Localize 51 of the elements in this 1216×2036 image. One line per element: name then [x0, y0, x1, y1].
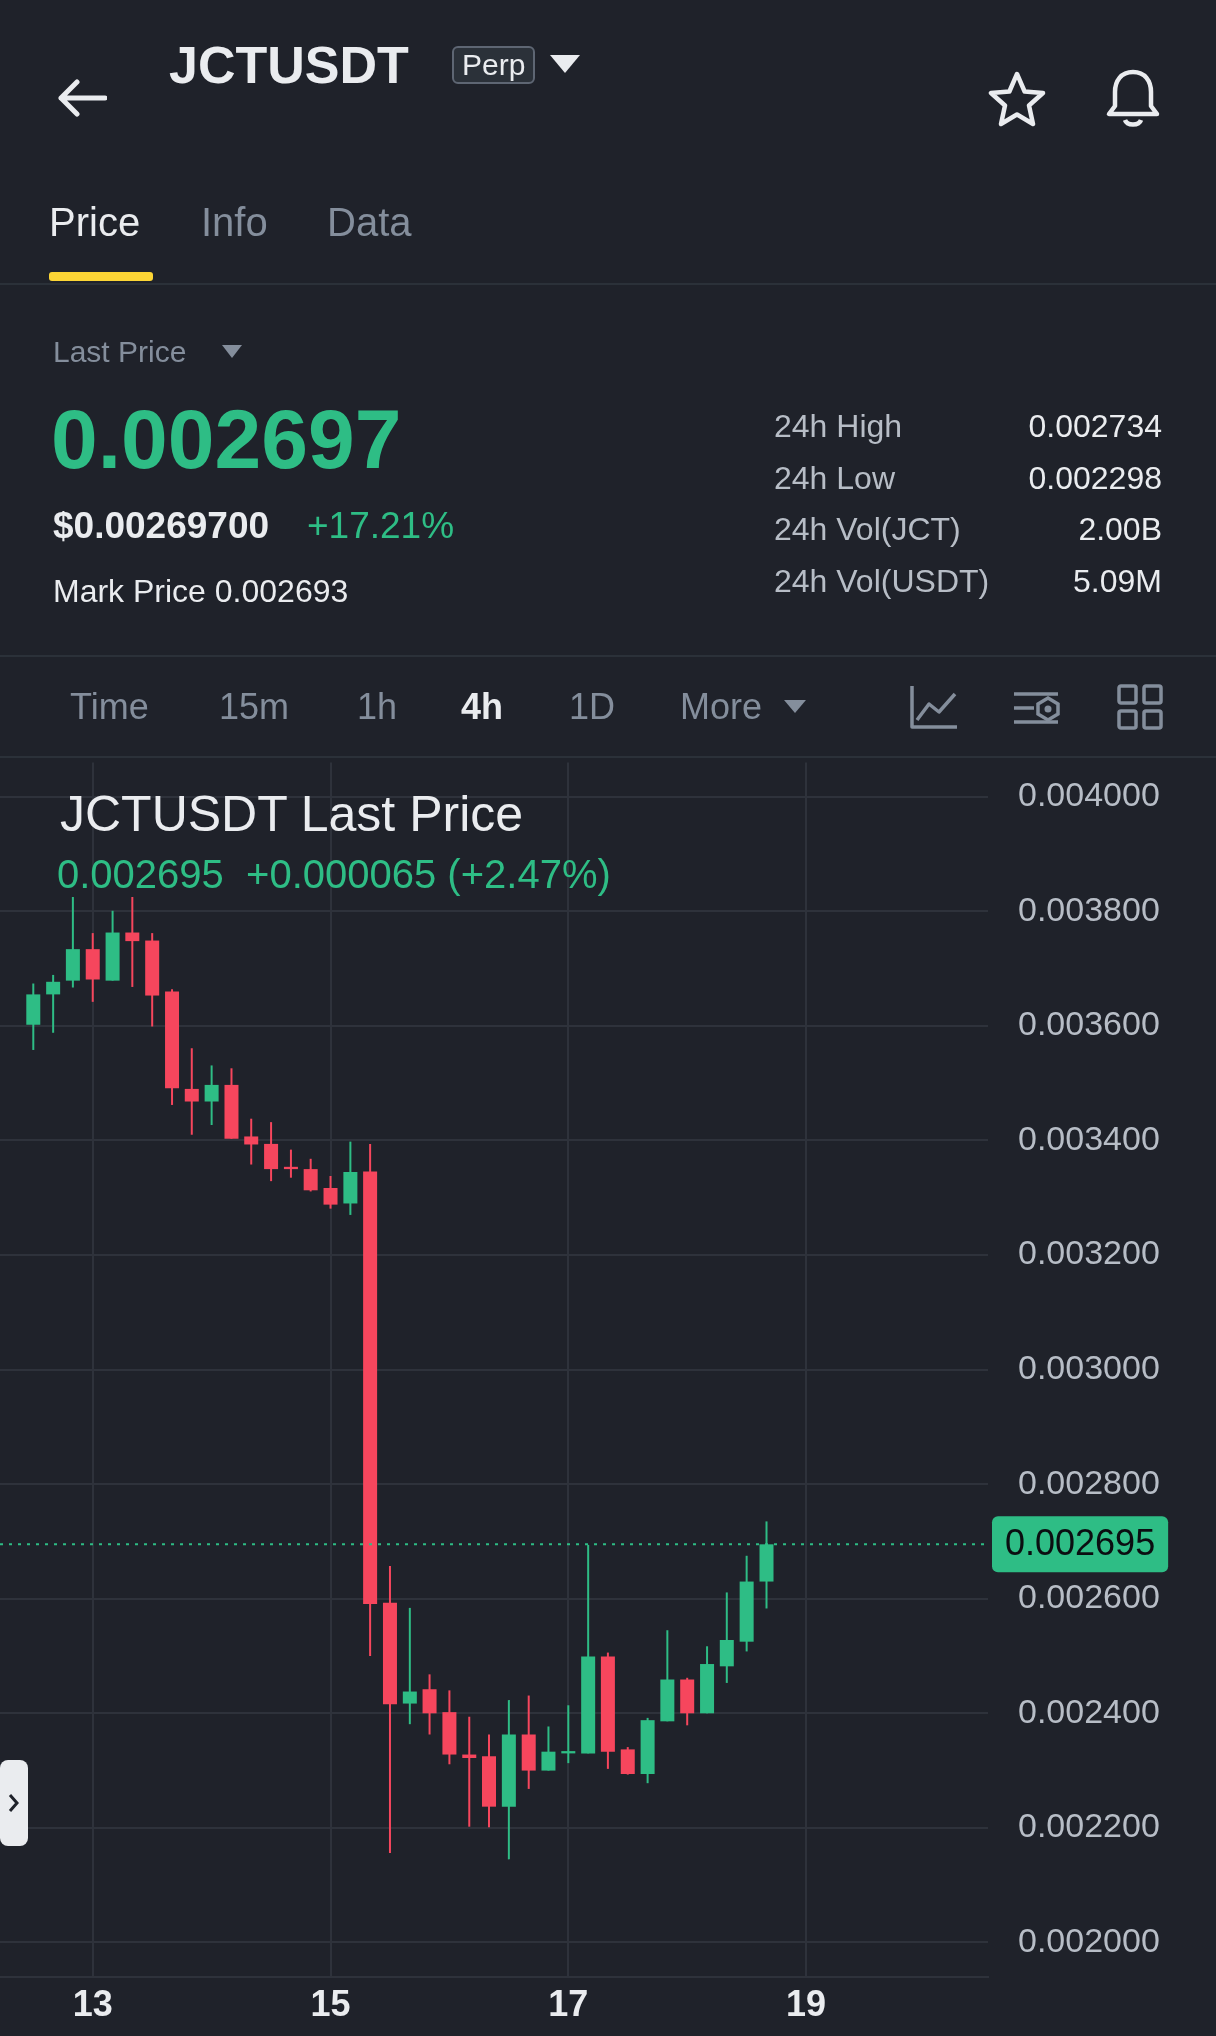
y-tick-label: 0.003200	[1018, 1233, 1160, 1272]
text: Last Price	[53, 335, 187, 369]
text: Data	[327, 199, 412, 245]
x-tick-label: 17	[548, 1983, 589, 2025]
x-tick-label: 19	[786, 1983, 827, 2025]
y-tick-label: 0.002600	[1018, 1577, 1160, 1616]
text: 24h Low	[774, 459, 895, 497]
y-tick-label: 0.002800	[1018, 1462, 1160, 1501]
y-tick-label: 0.003000	[1018, 1347, 1160, 1386]
candlestick	[204, 1064, 219, 1126]
text: +17.21%	[307, 505, 455, 547]
candlestick	[46, 973, 61, 1034]
text: 1D	[569, 686, 616, 728]
y-tick-label: 0.003600	[1018, 1004, 1160, 1043]
candlestick	[184, 1047, 199, 1136]
text: 1h	[357, 686, 398, 728]
x-tick-label: 13	[72, 1983, 113, 2025]
text: 2.00B	[1078, 510, 1162, 548]
text: Info	[201, 199, 268, 245]
candlestick	[402, 1606, 417, 1726]
ref-line-label: 0.002695	[1005, 1522, 1156, 1564]
text: 5.09M	[1073, 562, 1162, 600]
candlestick	[303, 1157, 318, 1193]
text: 4h	[461, 686, 504, 728]
text: Time	[70, 686, 149, 728]
text: 0.002697	[51, 390, 402, 488]
text: Price	[49, 199, 141, 245]
y-tick-label: 0.003400	[1018, 1118, 1160, 1157]
text: JCTUSDT Last Price	[60, 785, 524, 843]
y-tick-label: 0.002200	[1018, 1806, 1160, 1845]
y-tick-label: 0.004000	[1018, 775, 1160, 814]
text: 15m	[219, 686, 290, 728]
text: Mark Price 0.002693	[53, 572, 349, 610]
text: 0.002734	[1028, 407, 1162, 445]
candlestick	[244, 1117, 259, 1166]
text: 24h Vol(JCT)	[774, 510, 961, 548]
text: 24h Vol(USDT)	[774, 562, 990, 600]
text: 0.002695 +0.000065 (+2.47%)	[57, 852, 611, 897]
text: JCTUSDT	[169, 35, 409, 95]
text: More	[680, 686, 763, 728]
text: Perp	[452, 46, 536, 84]
y-tick-label: 0.003800	[1018, 889, 1160, 928]
text: $0.00269700	[53, 505, 270, 547]
y-tick-label: 0.002000	[1018, 1920, 1160, 1959]
candlestick	[125, 896, 140, 988]
candlestick	[323, 1174, 338, 1210]
text: 24h High	[774, 407, 903, 445]
y-tick-label: 0.002400	[1018, 1691, 1160, 1730]
candlestick	[541, 1725, 556, 1772]
x-tick-label: 15	[310, 1983, 351, 2025]
text: 0.002298	[1028, 459, 1162, 497]
